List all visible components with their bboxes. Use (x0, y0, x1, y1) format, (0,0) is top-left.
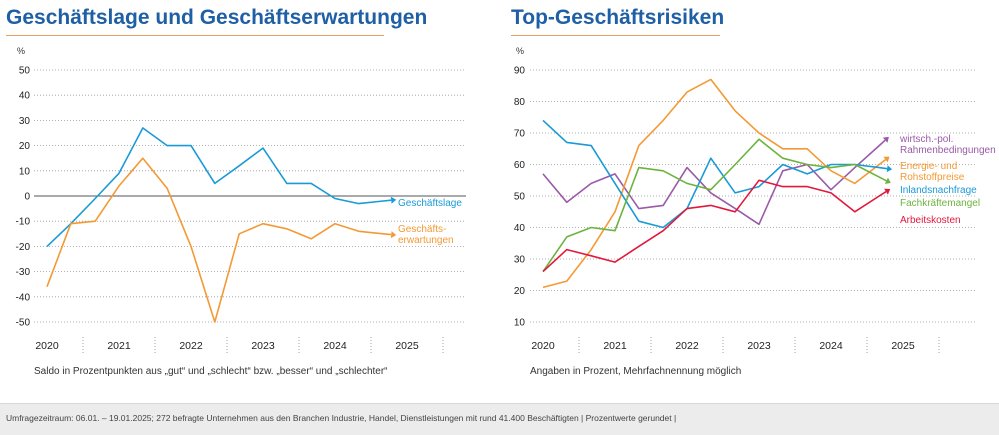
right-chart-title: Top-Geschäftsrisiken (511, 6, 725, 29)
left-chart-y-tick-label: -20 (16, 242, 31, 253)
left-chart-series-label-1: Geschäfts-erwartungen (398, 224, 454, 246)
left-chart-series-line-1 (46, 157, 392, 323)
left-chart-x-tick-label: 2024 (323, 340, 347, 352)
right-chart-x-tick-label: 2024 (819, 340, 843, 352)
left-chart-series-arrowhead-0 (390, 196, 397, 204)
right-chart-series-line-2 (542, 119, 888, 229)
left-chart-caption: Saldo in Prozentpunkten aus „gut“ und „s… (34, 366, 388, 377)
right-chart-x-tick-label: 2021 (603, 340, 627, 352)
left-chart-y-tick-label: 10 (19, 166, 31, 177)
right-chart-y-tick-label: 10 (514, 318, 526, 329)
right-chart-y-tick-label: 70 (514, 129, 526, 140)
left-chart-series-label-0: Geschäftslage (398, 198, 462, 209)
left-chart-y-tick-label: 30 (19, 116, 31, 127)
right-chart-y-tick-label: 90 (514, 66, 526, 77)
right-chart-series-line-4 (542, 179, 887, 273)
footer-bar: Umfragezeitraum: 06.01. – 19.01.2025; 27… (0, 403, 999, 435)
left-chart-unit-label: % (17, 46, 25, 56)
left-chart-y-tick-label: 40 (19, 91, 31, 102)
right-chart-y-tick-label: 80 (514, 97, 526, 108)
right-chart-series-arrowhead-1 (883, 156, 890, 163)
left-title-rule (6, 35, 384, 36)
right-chart-series-arrowhead-4 (884, 188, 891, 195)
left-chart-y-tick-label: -10 (16, 217, 31, 228)
left-chart-y-tick-label: 50 (19, 66, 31, 77)
left-chart-y-tick-label: 0 (24, 192, 30, 203)
right-chart-x-tick-label: 2025 (891, 340, 915, 352)
right-title-rule (511, 35, 720, 36)
right-chart-y-tick-label: 30 (514, 255, 526, 266)
right-chart-caption: Angaben in Prozent, Mehrfachnennung mögl… (530, 366, 742, 377)
right-chart-series-line-0 (542, 139, 886, 226)
left-chart-x-tick-label: 2021 (107, 340, 131, 352)
right-chart-x-tick-label: 2020 (531, 340, 555, 352)
right-chart-y-tick-label: 40 (514, 223, 526, 234)
left-chart-series-arrowhead-1 (390, 231, 397, 239)
right-chart-series-label-3: Fachkräftemangel (900, 198, 980, 209)
right-chart-series-arrowhead-3 (884, 177, 891, 184)
left-chart-y-tick-label: 20 (19, 141, 31, 152)
left-chart-x-tick-label: 2025 (395, 340, 419, 352)
footer-survey-note: Umfragezeitraum: 06.01. – 19.01.2025; 27… (6, 413, 677, 423)
right-chart-series-arrowhead-0 (882, 136, 889, 143)
right-chart-unit-label: % (516, 46, 524, 56)
right-chart-series-label-1: Energie- und Rohstoffpreise (900, 161, 965, 183)
left-chart-x-tick-label: 2022 (179, 340, 203, 352)
left-chart-y-tick-label: -50 (16, 318, 31, 329)
right-chart-x-tick-label: 2023 (747, 340, 771, 352)
right-chart-series-label-4: Arbeitskosten (900, 215, 961, 226)
right-chart-x-tick-label: 2022 (675, 340, 699, 352)
right-chart-y-tick-label: 50 (514, 192, 526, 203)
right-chart-series-line-1 (542, 78, 887, 289)
right-chart-series-line-3 (542, 138, 887, 273)
charts-canvas: % 50 40 30 20 10 0 -10 -20 -30 -40 -50 2020 2021 2022 2… (16, 46, 996, 355)
left-chart-title: Geschäftslage und Geschäftserwartungen (6, 6, 428, 29)
right-chart-series-label-0: wirtsch.-pol. Rahmenbedingungen (899, 134, 996, 156)
left-chart-x-tick-label: 2020 (35, 340, 59, 352)
right-chart-series-label-2: Inlandsnachfrage (900, 185, 977, 196)
left-chart-y-tick-label: -30 (16, 267, 31, 278)
right-chart-y-tick-label: 60 (514, 160, 526, 171)
right-chart-y-tick-label: 20 (514, 286, 526, 297)
left-chart-series-line-0 (46, 127, 392, 247)
left-chart-x-tick-label: 2023 (251, 340, 275, 352)
right-chart-series-arrowhead-2 (886, 165, 893, 173)
left-chart-y-tick-label: -40 (16, 292, 31, 303)
